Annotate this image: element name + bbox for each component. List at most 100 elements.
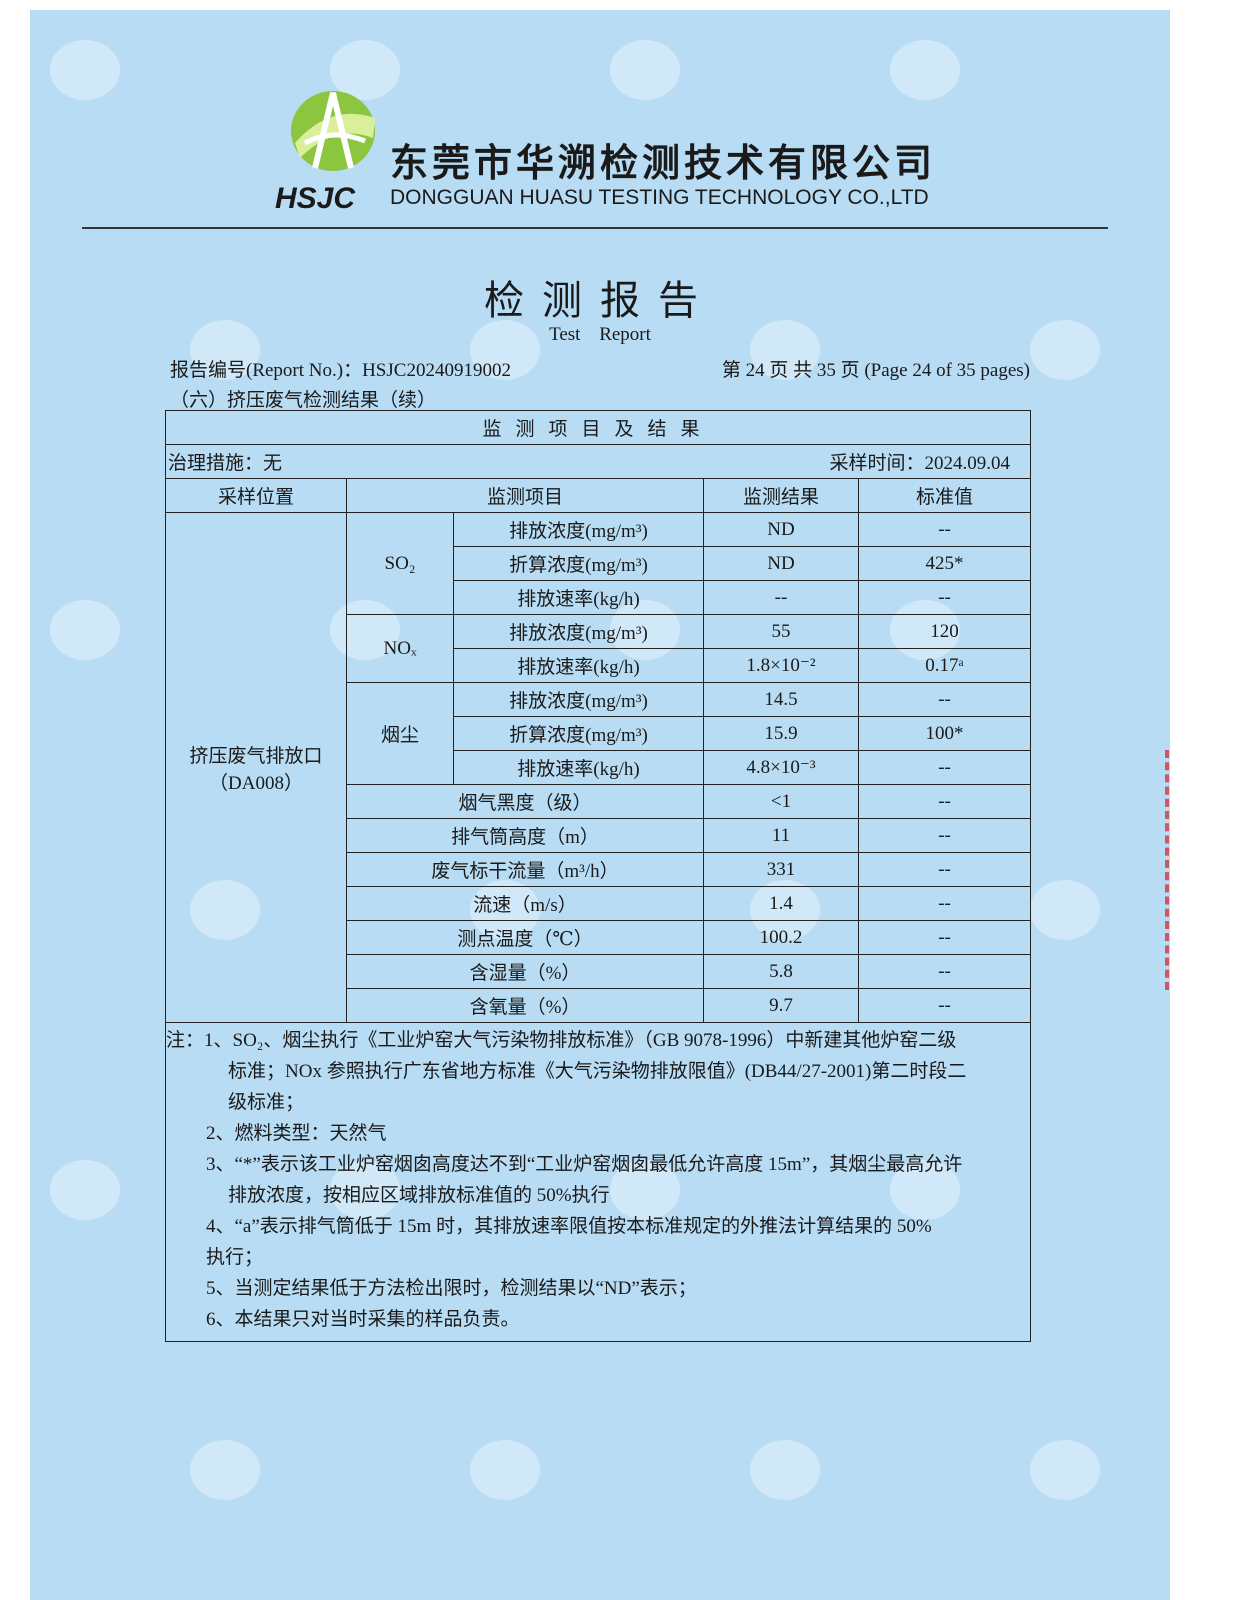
watermark-mark — [1030, 1440, 1100, 1500]
header-item: 监测项目 — [346, 478, 704, 513]
table-row: 废气标干流量（m³/h） 331 -- — [166, 852, 1032, 887]
sampling-time: 采样时间：2024.09.04 — [703, 444, 1032, 479]
section-title: （六）挤压废气检测结果（续） — [170, 390, 437, 411]
note-4-cont: 执行； — [206, 1247, 264, 1268]
report-page: HSJC 东莞市华溯检测技术有限公司 DONGGUAN HUASU TESTIN… — [30, 10, 1170, 1600]
header-standard: 标准值 — [857, 478, 1032, 513]
note-1: 注：1、SO₂、烟尘执行《工业炉窑大气污染物排放标准》（GB 9078-1996… — [166, 1030, 957, 1051]
watermark-mark — [50, 1160, 120, 1220]
standard: -- — [857, 852, 1032, 887]
table-row: 挤压废气排放口 （DA008） SO₂ 排放浓度(mg/m³) ND -- — [165, 512, 1032, 1023]
result: 100.2 — [703, 920, 859, 955]
watermark-mark — [750, 1440, 820, 1500]
header-location: 采样位置 — [165, 478, 347, 513]
standard: -- — [857, 818, 1032, 853]
note-6: 6、本结果只对当时采集的样品负责。 — [206, 1309, 520, 1330]
watermark-mark — [890, 40, 960, 100]
standard: 0.17ᵃ — [857, 648, 1032, 683]
item: 折算浓度(mg/m³) — [453, 716, 704, 751]
item: 排气筒高度（m） — [346, 818, 704, 853]
standard: -- — [857, 954, 1032, 989]
standard: -- — [857, 750, 1032, 785]
result: 55 — [703, 614, 859, 649]
report-title: 检测报告 — [484, 278, 716, 323]
table-caption: 监测项目及结果 — [164, 410, 1032, 445]
result: 331 — [703, 852, 859, 887]
result: <1 — [703, 784, 859, 819]
result: 1.4 — [703, 886, 859, 921]
table-row: 折算浓度(mg/m³) 15.9 100* — [166, 716, 1032, 751]
item: 含湿量（%） — [346, 954, 704, 989]
report-subtitle: Test Report — [549, 324, 651, 345]
item: 含氧量（%） — [346, 988, 704, 1023]
table-row: 含氧量（%） 9.7 -- — [166, 988, 1032, 1023]
standard: -- — [857, 580, 1032, 615]
table-row: 测点温度（℃） 100.2 -- — [166, 920, 1032, 955]
table-row: 含湿量（%） 5.8 -- — [166, 954, 1032, 989]
standard: -- — [857, 682, 1032, 717]
logo-text: HSJC — [275, 182, 356, 215]
item: 排放浓度(mg/m³) — [453, 512, 704, 547]
company-name-cn: 东莞市华溯检测技术有限公司 — [390, 141, 937, 185]
pollutant-group: NOₓ — [346, 614, 454, 683]
watermark-mark — [1030, 880, 1100, 940]
result: 5.8 — [703, 954, 859, 989]
standard: -- — [857, 920, 1032, 955]
item: 折算浓度(mg/m³) — [453, 546, 704, 581]
item: 排放浓度(mg/m³) — [453, 614, 704, 649]
location-name: 挤压废气排放口 — [189, 745, 323, 767]
standard: 425* — [857, 546, 1032, 581]
result: 14.5 — [703, 682, 859, 717]
item: 排放速率(kg/h) — [453, 648, 704, 683]
result: 11 — [703, 818, 859, 853]
result: ND — [703, 512, 859, 547]
sampling-location: 挤压废气排放口 （DA008） — [165, 512, 347, 1023]
header-divider — [82, 227, 1108, 229]
seal-edge — [1165, 750, 1170, 990]
table-row: 流速（m/s） 1.4 -- — [166, 886, 1032, 921]
watermark-mark — [610, 40, 680, 100]
note-1-cont: 标准；NOx 参照执行广东省地方标准《大气污染物排放限值》(DB44/27-20… — [228, 1061, 967, 1082]
result: 15.9 — [703, 716, 859, 751]
location-code: （DA008） — [209, 772, 303, 794]
treatment: 治理措施：无 — [165, 444, 704, 479]
watermark-mark — [50, 600, 120, 660]
note-5: 5、当测定结果低于方法检出限时，检测结果以“ND”表示； — [206, 1278, 697, 1299]
watermark-mark — [470, 1440, 540, 1500]
result: 4.8×10⁻³ — [703, 750, 859, 785]
watermark-mark — [50, 40, 120, 100]
note-3: 3、“*”表示该工业炉窑烟囱高度达不到“工业炉窑烟囱最低允许高度 15m”，其烟… — [206, 1154, 963, 1175]
item: 烟气黑度（级） — [346, 784, 704, 819]
pollutant-group: 烟尘 — [346, 682, 454, 785]
results-table: 监测项目及结果 治理措施：无 采样时间：2024.09.04 采样位置 监测项目… — [164, 410, 1032, 1342]
page-indicator: 第 24 页 共 35 页 (Page 24 of 35 pages) — [721, 360, 1030, 381]
result: 1.8×10⁻² — [703, 648, 859, 683]
notes: 注：1、SO₂、烟尘执行《工业炉窑大气污染物排放标准》（GB 9078-1996… — [164, 1022, 1032, 1342]
report-number: 报告编号(Report No.)：HSJC20240919002 — [170, 360, 511, 381]
item: 排放速率(kg/h) — [453, 750, 704, 785]
table-row: 排放速率(kg/h) 4.8×10⁻³ -- — [166, 750, 1032, 785]
pollutant-group: SO₂ — [346, 512, 454, 615]
table-row: 排放速率(kg/h) 1.8×10⁻² 0.17ᵃ — [166, 648, 1032, 683]
item: 流速（m/s） — [346, 886, 704, 921]
watermark-mark — [190, 1440, 260, 1500]
company-logo — [291, 91, 375, 171]
table-row: 排放速率(kg/h) -- -- — [166, 580, 1032, 615]
standard: 100* — [857, 716, 1032, 751]
header-result: 监测结果 — [703, 478, 859, 513]
table-row: NOₓ 排放浓度(mg/m³) 55 120 — [166, 614, 1032, 683]
standard: -- — [857, 886, 1032, 921]
note-4: 4、“a”表示排气筒低于 15m 时，其排放速率限值按本标准规定的外推法计算结果… — [206, 1216, 932, 1237]
table-row: 排气筒高度（m） 11 -- — [166, 818, 1032, 853]
result: 9.7 — [703, 988, 859, 1023]
note-3-cont: 排放浓度，按相应区域排放标准值的 50%执行 — [228, 1185, 610, 1206]
standard: -- — [857, 784, 1032, 819]
item: 排放浓度(mg/m³) — [453, 682, 704, 717]
standard: -- — [857, 512, 1032, 547]
note-2: 2、燃料类型：天然气 — [206, 1123, 387, 1144]
standard: -- — [857, 988, 1032, 1023]
note-1-cont2: 级标准； — [228, 1092, 305, 1113]
standard: 120 — [857, 614, 1032, 649]
item: 排放速率(kg/h) — [453, 580, 704, 615]
company-name-en: DONGGUAN HUASU TESTING TECHNOLOGY CO.,LT… — [390, 186, 929, 209]
